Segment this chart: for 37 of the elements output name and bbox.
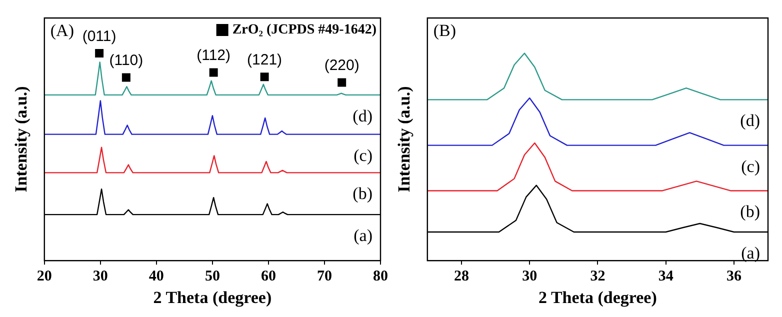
chart-title: (B) xyxy=(433,20,456,40)
x-tick-label: 34 xyxy=(658,268,674,284)
x-tick-label: 20 xyxy=(36,268,52,284)
point xyxy=(338,78,346,87)
x-tick-label: 60 xyxy=(260,268,276,284)
x-tick-label: 30 xyxy=(522,268,538,284)
series-label: (c) xyxy=(741,156,760,176)
point xyxy=(95,49,104,58)
x-tick-label: 32 xyxy=(590,268,606,284)
y-axis-title: Intensity (a.u.) xyxy=(394,86,414,192)
point xyxy=(122,73,130,82)
annotation: (220) xyxy=(324,57,360,74)
y-axis-title: Intensity (a.u.) xyxy=(12,86,31,192)
annotation: (110) xyxy=(109,52,144,70)
x-tick-label: 28 xyxy=(454,268,469,284)
annotation: (011) xyxy=(82,28,116,45)
series-label: (b) xyxy=(740,202,760,222)
x-axis-title: 2 Theta (degree) xyxy=(538,288,657,308)
point xyxy=(260,72,269,82)
x-axis-title: 2 Theta (degree) xyxy=(153,288,272,308)
series-label: (d) xyxy=(352,106,372,126)
annotation: (112) xyxy=(196,47,231,64)
x-tick-label: 50 xyxy=(204,268,220,284)
x-tick-label: 36 xyxy=(726,268,742,284)
x-tick-label: 30 xyxy=(92,268,108,284)
series-label: (d) xyxy=(740,111,760,130)
x-tick-label: 40 xyxy=(148,268,164,284)
series-label: (c) xyxy=(354,146,372,165)
series-label: (a) xyxy=(741,243,760,262)
x-tick-label: 80 xyxy=(373,268,388,284)
legend-label: ZrO₂ (JCPDS #49-1642) xyxy=(232,22,377,38)
chart-title: (A) xyxy=(50,20,74,40)
series-label: (b) xyxy=(352,184,372,204)
annotation: (121) xyxy=(247,52,282,69)
point xyxy=(209,68,218,77)
x-tick-label: 70 xyxy=(316,268,332,284)
series-label: (a) xyxy=(354,226,372,246)
